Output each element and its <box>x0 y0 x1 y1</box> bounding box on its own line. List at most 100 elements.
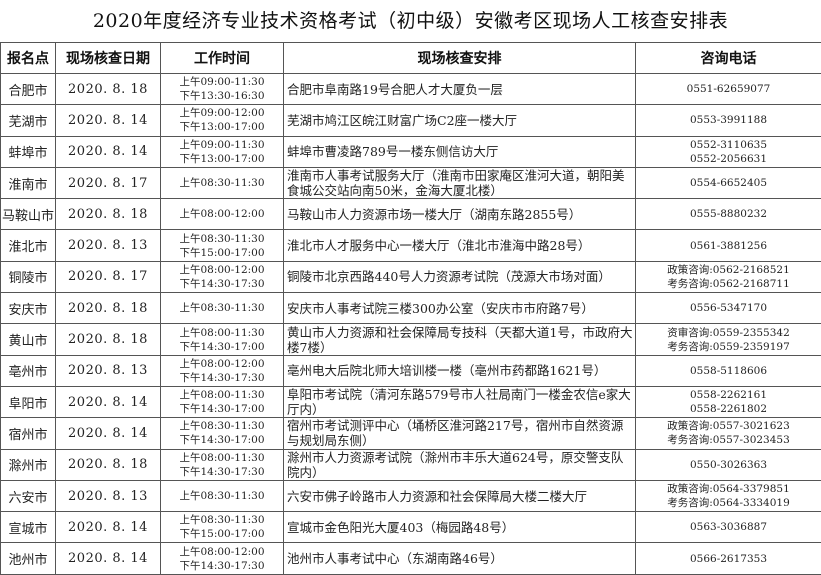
city-cell: 黄山市 <box>1 324 56 355</box>
phone-number: 0566-2617353 <box>636 552 821 566</box>
date-cell: 2020. 8. 18 <box>56 324 161 355</box>
time-range: 上午08:30-11:30 <box>161 489 283 503</box>
date-cell: 2020. 8. 13 <box>56 480 161 511</box>
city-cell: 淮南市 <box>1 167 56 198</box>
time-range: 下午15:00-17:00 <box>161 527 283 541</box>
phone-cell: 0551-62659077 <box>636 74 821 105</box>
city-cell: 合肥市 <box>1 74 56 105</box>
phone-number: 0558-2262161 <box>636 388 821 402</box>
header-row: 报名点 现场核查日期 工作时间 现场核查安排 咨询电话 <box>1 43 821 74</box>
city-cell: 滁州市 <box>1 449 56 480</box>
city-cell: 淮北市 <box>1 230 56 261</box>
time-range: 上午08:30-11:30 <box>161 513 283 527</box>
time-range: 下午14:30-17:30 <box>161 371 283 385</box>
date-cell: 2020. 8. 18 <box>56 449 161 480</box>
address-cell: 芜湖市鸠江区皖江财富广场C2座一楼大厅 <box>284 105 636 136</box>
phone-cell: 0558-5118606 <box>636 355 821 386</box>
phone-cell: 0553-3991188 <box>636 105 821 136</box>
phone-number: 0558-2261802 <box>636 402 821 416</box>
phone-cell: 0563-3036887 <box>636 512 821 543</box>
date-cell: 2020. 8. 13 <box>56 230 161 261</box>
city-cell: 安庆市 <box>1 293 56 324</box>
time-range: 上午08:30-11:30 <box>161 419 283 433</box>
time-range: 下午13:30-16:30 <box>161 89 283 103</box>
phone-number: 0555-8880232 <box>636 207 821 221</box>
phone-number: 0563-3036887 <box>636 520 821 534</box>
time-range: 上午08:00-12:00 <box>161 207 283 221</box>
phone-number: 考务咨询:0562-2168711 <box>636 277 821 291</box>
phone-number: 0556-5347170 <box>636 301 821 315</box>
city-cell: 铜陵市 <box>1 261 56 292</box>
time-range: 下午14:30-17:00 <box>161 433 283 447</box>
city-cell: 宿州市 <box>1 418 56 449</box>
address-cell: 黄山市人力资源和社会保障局专技科（天都大道1号，市政府大楼7楼） <box>284 324 636 355</box>
city-cell: 蚌埠市 <box>1 136 56 167</box>
page-title: 2020年度经济专业技术资格考试（初中级）安徽考区现场人工核查安排表 <box>0 0 821 42</box>
address-cell: 亳州电大后院北师大培训楼一楼（亳州市药都路1621号） <box>284 355 636 386</box>
address-cell: 安庆市人事考试院三楼300办公室（安庆市市府路7号） <box>284 293 636 324</box>
phone-number: 政策咨询:0564-3379851 <box>636 482 821 496</box>
header-city: 报名点 <box>1 43 56 74</box>
time-cell: 上午08:30-11:30 <box>161 480 284 511</box>
phone-cell: 0561-3881256 <box>636 230 821 261</box>
date-cell: 2020. 8. 13 <box>56 355 161 386</box>
time-range: 上午08:30-11:30 <box>161 232 283 246</box>
city-cell: 马鞍山市 <box>1 199 56 230</box>
address-cell: 马鞍山市人力资源市场一楼大厅（湖南东路2855号） <box>284 199 636 230</box>
time-range: 上午08:00-12:00 <box>161 263 283 277</box>
date-cell: 2020. 8. 18 <box>56 74 161 105</box>
date-cell: 2020. 8. 14 <box>56 136 161 167</box>
date-cell: 2020. 8. 14 <box>56 512 161 543</box>
time-cell: 上午08:00-12:00 <box>161 199 284 230</box>
time-range: 下午14:30-17:30 <box>161 559 283 573</box>
time-cell: 上午08:30-11:30 <box>161 167 284 198</box>
time-range: 上午08:00-11:30 <box>161 388 283 402</box>
date-cell: 2020. 8. 14 <box>56 386 161 417</box>
header-date: 现场核查日期 <box>56 43 161 74</box>
address-cell: 滁州市人力资源考试院（滁州市丰乐大道624号，原交警支队院内） <box>284 449 636 480</box>
time-range: 上午08:30-11:30 <box>161 301 283 315</box>
address-cell: 淮北市人才服务中心一楼大厅（淮北市淮海中路28号） <box>284 230 636 261</box>
phone-number: 0551-62659077 <box>636 82 821 96</box>
time-range: 上午08:30-11:30 <box>161 176 283 190</box>
time-range: 上午09:00-12:00 <box>161 106 283 120</box>
phone-number: 考务咨询:0557-3023453 <box>636 433 821 447</box>
phone-number: 政策咨询:0557-3021623 <box>636 419 821 433</box>
city-cell: 宣城市 <box>1 512 56 543</box>
address-cell: 铜陵市北京西路440号人力资源考试院（茂源大市场对面） <box>284 261 636 292</box>
time-range: 上午08:00-12:00 <box>161 357 283 371</box>
time-range: 上午08:00-11:30 <box>161 326 283 340</box>
time-range: 下午14:30-17:00 <box>161 340 283 354</box>
phone-cell: 0550-3026363 <box>636 449 821 480</box>
address-cell: 淮南市人事考试服务大厅（淮南市田家庵区淮河大道，朝阳美食城公交站向南50米，金海… <box>284 167 636 198</box>
phone-number: 考务咨询:0564-3334019 <box>636 496 821 510</box>
address-cell: 宿州市考试测评中心（埇桥区淮河路217号，宿州市自然资源与规划局东侧） <box>284 418 636 449</box>
time-cell: 上午08:30-11:30 <box>161 293 284 324</box>
date-cell: 2020. 8. 14 <box>56 418 161 449</box>
header-address: 现场核查安排 <box>284 43 636 74</box>
phone-number: 资审咨询:0559-2355342 <box>636 326 821 340</box>
phone-cell: 0555-8880232 <box>636 199 821 230</box>
